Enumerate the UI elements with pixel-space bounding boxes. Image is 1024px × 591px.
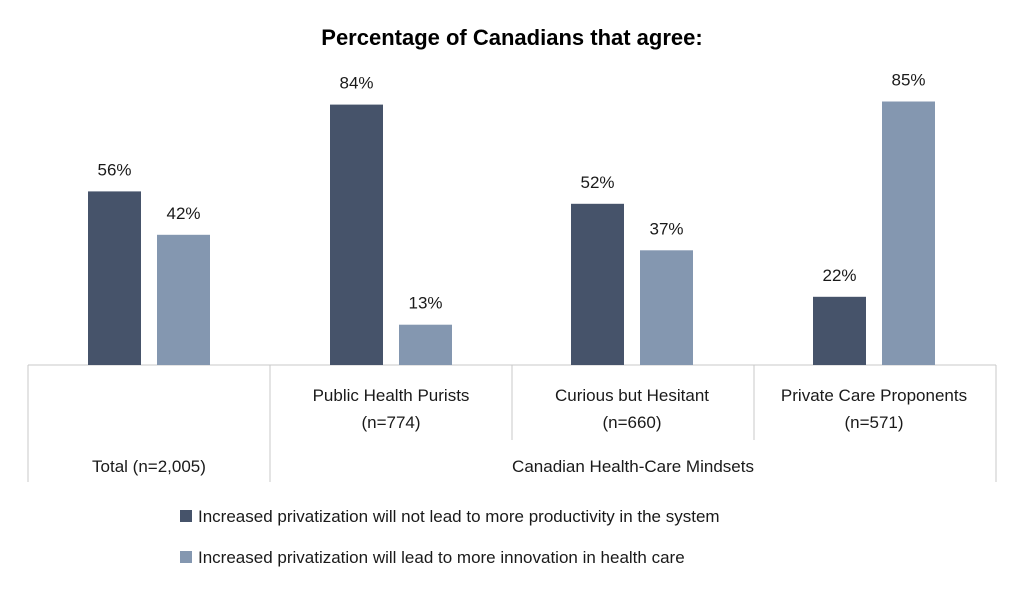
group-label: Canadian Health-Care Mindsets (512, 457, 754, 476)
category-label-2-line-1: (n=660) (602, 413, 661, 432)
data-label-s0-c0: 56% (97, 160, 131, 179)
bar-s0-c1 (330, 104, 383, 365)
bars-layer (88, 101, 935, 365)
bar-s1-c3 (882, 101, 935, 365)
category-label-0: Total (n=2,005) (92, 457, 206, 476)
bar-s1-c2 (640, 250, 693, 365)
bar-s0-c2 (571, 203, 624, 365)
data-label-s0-c1: 84% (339, 74, 373, 93)
legend-label-1: Increased privatization will lead to mor… (198, 548, 685, 567)
chart-title: Percentage of Canadians that agree: (321, 25, 702, 50)
data-label-s1-c1: 13% (408, 294, 442, 313)
data-label-s1-c0: 42% (166, 204, 200, 223)
category-label-3-line-1: (n=571) (844, 413, 903, 432)
legend: Increased privatization will not lead to… (180, 507, 720, 567)
bar-s0-c0 (88, 191, 141, 365)
legend-swatch-1 (180, 551, 192, 563)
category-label-1-line-1: (n=774) (361, 413, 420, 432)
bar-s1-c0 (157, 234, 210, 365)
category-label-1-line-0: Public Health Purists (313, 386, 470, 405)
bar-s1-c1 (399, 324, 452, 365)
category-label-2-line-0: Curious but Hesitant (555, 386, 709, 405)
data-label-s1-c2: 37% (649, 219, 683, 238)
data-label-s1-c3: 85% (891, 71, 925, 90)
legend-swatch-0 (180, 510, 192, 522)
data-labels-layer: 56% 84% 52% 22% 42% 13% 37% 85% (97, 71, 925, 313)
data-label-s0-c2: 52% (580, 173, 614, 192)
category-labels-layer: Total (n=2,005) Public Health Purists (n=7… (92, 386, 967, 476)
category-label-3-line-0: Private Care Proponents (781, 386, 967, 405)
data-label-s0-c3: 22% (822, 266, 856, 285)
legend-label-0: Increased privatization will not lead to… (198, 507, 720, 526)
bar-s0-c3 (813, 296, 866, 365)
